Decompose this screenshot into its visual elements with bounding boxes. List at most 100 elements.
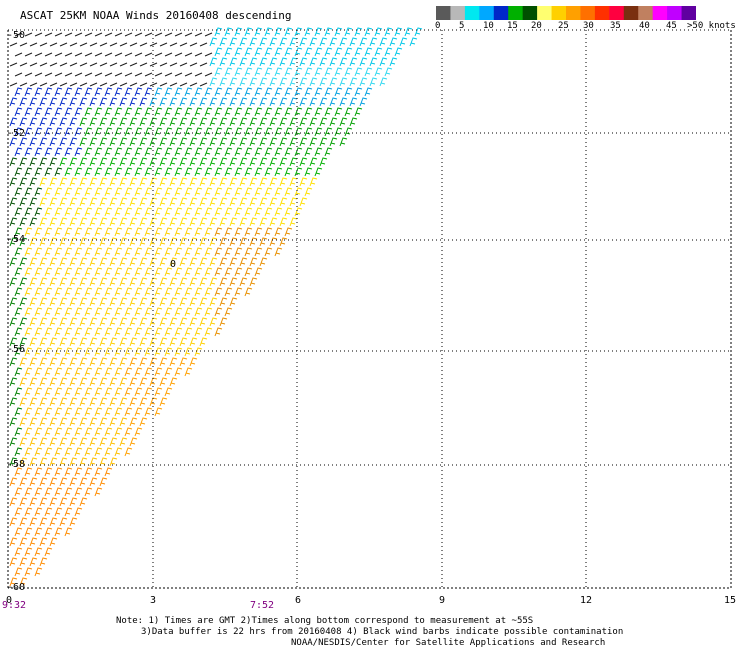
wind-barb <box>119 317 128 327</box>
wind-barb <box>139 317 148 327</box>
wind-barb <box>34 187 43 197</box>
wind-barb <box>234 87 243 97</box>
color-bar-tick: 10 <box>483 21 494 31</box>
wind-barb <box>69 277 78 287</box>
wind-barb <box>9 177 18 187</box>
wind-barb <box>69 397 78 407</box>
wind-barb <box>324 87 333 97</box>
wind-barb <box>249 177 258 187</box>
wind-barb <box>74 287 83 297</box>
wind-barb <box>264 207 273 217</box>
wind-barb <box>129 337 138 347</box>
wind-barb <box>124 72 133 77</box>
wind-barb <box>164 187 173 197</box>
wind-barb <box>329 97 338 107</box>
wind-barb <box>124 107 133 117</box>
wind-barb <box>44 247 53 257</box>
wind-barb <box>124 447 133 457</box>
wind-barb <box>179 157 188 167</box>
wind-barb <box>214 267 223 277</box>
wind-barb <box>59 337 68 347</box>
wind-barb <box>299 77 308 87</box>
wind-barb <box>204 87 213 97</box>
wind-barb <box>49 357 58 367</box>
wind-barb <box>139 82 148 87</box>
wind-barb <box>44 327 53 337</box>
wind-barb <box>209 317 218 327</box>
wind-barb <box>69 137 78 147</box>
wind-barb <box>124 267 133 277</box>
wind-barb <box>119 277 128 287</box>
wind-barb <box>284 167 293 177</box>
wind-barb <box>219 317 228 327</box>
wind-barb <box>224 167 233 177</box>
wind-barb <box>94 307 103 317</box>
wind-barb <box>239 57 248 67</box>
wind-barb <box>119 337 128 347</box>
wind-barb <box>324 27 333 37</box>
wind-barb <box>294 107 303 117</box>
wind-barb <box>124 127 133 137</box>
wind-barb <box>19 517 28 527</box>
wind-barb <box>59 277 68 287</box>
low-pressure-marker: 0 <box>170 259 176 270</box>
wind-barb <box>99 337 108 347</box>
wind-barb <box>104 107 113 117</box>
color-bar-tick: 25 <box>558 21 569 31</box>
wind-barb <box>139 297 148 307</box>
wind-barb <box>214 307 223 317</box>
wind-barb <box>109 337 118 347</box>
wind-barb <box>74 87 83 97</box>
wind-barb <box>109 42 118 47</box>
wind-barb <box>24 567 33 577</box>
wind-barb <box>24 347 33 357</box>
wind-barb <box>44 72 53 77</box>
wind-barb <box>114 32 123 37</box>
wind-barb <box>79 337 88 347</box>
wind-barb <box>134 387 143 397</box>
color-bar-swatch <box>638 6 654 20</box>
wind-barb <box>224 107 233 117</box>
wind-barb <box>339 137 348 147</box>
wind-barb <box>109 297 118 307</box>
wind-barb <box>49 177 58 187</box>
color-bar-tick: 35 <box>610 21 621 31</box>
wind-barb <box>79 257 88 267</box>
wind-barb <box>264 187 273 197</box>
wind-barb <box>254 227 263 237</box>
wind-barb <box>24 287 33 297</box>
wind-barb <box>334 107 343 117</box>
wind-barb <box>334 87 343 97</box>
wind-barb <box>339 117 348 127</box>
wind-barb <box>139 337 148 347</box>
wind-barb <box>234 207 243 217</box>
wind-barb <box>94 87 103 97</box>
wind-barb <box>189 82 198 87</box>
wind-barb <box>29 517 38 527</box>
wind-barb <box>204 127 213 137</box>
wind-barb <box>284 227 293 237</box>
wind-barb <box>49 397 58 407</box>
wind-barb <box>104 367 113 377</box>
wind-barb <box>204 107 213 117</box>
wind-barb <box>69 417 78 427</box>
wind-barb <box>334 67 343 77</box>
wind-barb <box>189 277 198 287</box>
wind-barb <box>99 377 108 387</box>
wind-barb <box>99 297 108 307</box>
wind-barb <box>179 357 188 367</box>
wind-barb <box>29 137 38 147</box>
wind-barb <box>84 307 93 317</box>
wind-barb <box>309 37 318 47</box>
lat-label: -58 <box>7 459 25 470</box>
wind-barb <box>134 72 143 77</box>
wind-barb <box>104 147 113 157</box>
wind-barb <box>74 387 83 397</box>
wind-barb <box>29 117 38 127</box>
wind-barb <box>149 42 158 47</box>
wind-barb <box>129 217 138 227</box>
wind-barb <box>154 347 163 357</box>
lat-lon-grid <box>7 29 732 589</box>
wind-barb <box>79 497 88 507</box>
wind-barb <box>184 307 193 317</box>
